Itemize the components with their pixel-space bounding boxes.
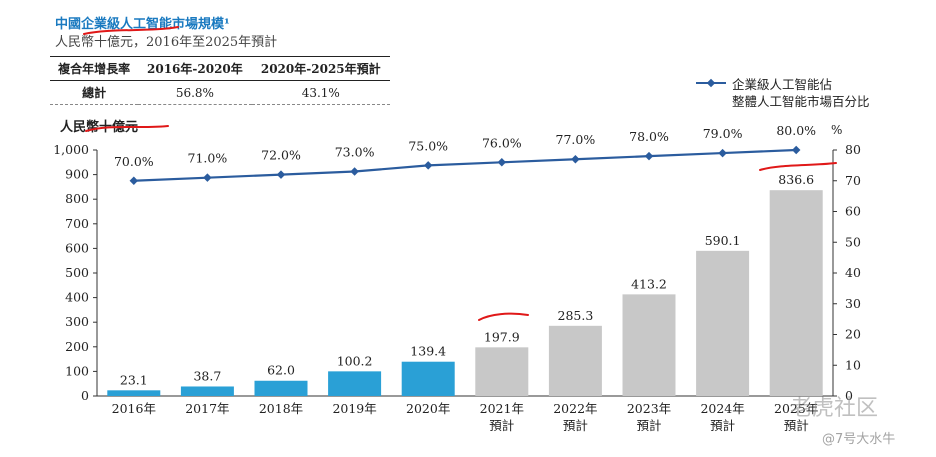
x-tick-label: 2025年 bbox=[774, 401, 818, 416]
x-tick-sublabel: 預計 bbox=[784, 418, 809, 433]
bar bbox=[401, 361, 455, 396]
cagr-header-row: 複合年增長率 2016年-2020年 2020年-2025年預計 bbox=[50, 56, 390, 81]
bar-value-label: 285.3 bbox=[558, 308, 594, 323]
chart-title: 中國企業級人工智能市場規模¹ bbox=[55, 17, 230, 32]
watermark-logo-text: 老虎社区 bbox=[790, 396, 879, 421]
x-tick-label: 2024年 bbox=[700, 401, 744, 416]
right-tick-label: 60 bbox=[845, 204, 861, 219]
x-tick-sublabel: 預計 bbox=[710, 418, 735, 433]
x-tick-label: 2023年 bbox=[627, 401, 671, 416]
line-value-label: 70.0% bbox=[114, 154, 154, 169]
left-tick-label: 200 bbox=[65, 339, 89, 354]
bar bbox=[254, 380, 308, 396]
bar-value-label: 836.6 bbox=[778, 172, 814, 187]
bar-value-label: 100.2 bbox=[337, 353, 373, 368]
bar bbox=[475, 347, 529, 396]
legend-line-marker bbox=[696, 78, 726, 88]
right-tick-label: 70 bbox=[845, 173, 861, 188]
left-tick-label: 100 bbox=[65, 363, 89, 378]
line-point bbox=[129, 176, 139, 185]
bar bbox=[696, 250, 750, 396]
left-tick-label: 1,000 bbox=[53, 142, 89, 157]
right-axis-unit: % bbox=[831, 123, 842, 137]
chart-subtitle: 人民幣十億元，2016年至2025年預計 bbox=[55, 35, 278, 50]
line-value-label: 76.0% bbox=[482, 135, 522, 150]
right-tick-label: 0 bbox=[845, 388, 853, 403]
line-point bbox=[203, 173, 212, 182]
line-point bbox=[791, 145, 801, 155]
right-tick-label: 40 bbox=[845, 265, 861, 280]
x-tick-label: 2016年 bbox=[112, 401, 156, 416]
right-tick-label: 10 bbox=[845, 357, 861, 372]
bar-value-label: 413.2 bbox=[631, 276, 667, 291]
bar bbox=[328, 371, 382, 396]
red-underline-annotation bbox=[85, 125, 169, 132]
left-tick-label: 0 bbox=[81, 388, 89, 403]
cagr-value-2: 43.1% bbox=[251, 80, 390, 105]
left-tick-label: 700 bbox=[65, 216, 89, 231]
cagr-header-label: 複合年增長率 bbox=[50, 56, 139, 81]
x-tick-label: 2017年 bbox=[185, 401, 229, 416]
bar bbox=[548, 325, 602, 396]
line-point bbox=[350, 167, 359, 176]
right-tick-label: 80 bbox=[845, 142, 861, 157]
bar-value-label: 590.1 bbox=[705, 233, 741, 248]
line-point bbox=[276, 170, 286, 179]
cagr-total-row: 總計 56.8% 43.1% bbox=[50, 80, 390, 105]
line-point bbox=[571, 154, 580, 164]
cagr-header-period-2: 2020年-2025年預計 bbox=[251, 56, 390, 81]
legend: 企業級人工智能佔 整體人工智能市場百分比 bbox=[696, 76, 870, 110]
bar bbox=[622, 294, 676, 396]
line-value-label: 78.0% bbox=[629, 129, 669, 144]
red-underline-annotation bbox=[478, 312, 529, 321]
line-value-label: 73.0% bbox=[335, 145, 375, 160]
bar-value-label: 62.0 bbox=[267, 363, 295, 378]
line-value-label: 75.0% bbox=[408, 138, 448, 153]
red-underline-annotation bbox=[759, 162, 837, 171]
right-tick-label: 50 bbox=[845, 234, 861, 249]
left-tick-label: 900 bbox=[65, 167, 89, 182]
x-tick-label: 2019年 bbox=[332, 401, 376, 416]
cagr-header-period-1: 2016年-2020年 bbox=[138, 56, 252, 81]
red-underline-annotation bbox=[83, 26, 179, 35]
x-tick-sublabel: 預計 bbox=[563, 418, 588, 433]
bar bbox=[769, 190, 823, 396]
line-value-label: 71.0% bbox=[188, 151, 228, 166]
bar bbox=[180, 386, 234, 396]
bar-value-label: 139.4 bbox=[410, 344, 446, 359]
watermark-handle: @7号大水牛 bbox=[822, 432, 896, 447]
x-tick-sublabel: 預計 bbox=[636, 418, 661, 433]
left-tick-label: 800 bbox=[65, 191, 89, 206]
line-value-label: 72.0% bbox=[261, 148, 301, 163]
left-tick-label: 500 bbox=[65, 265, 89, 280]
x-tick-label: 2018年 bbox=[259, 401, 303, 416]
right-tick-label: 20 bbox=[845, 327, 861, 342]
left-tick-label: 400 bbox=[65, 290, 89, 305]
bar-value-label: 197.9 bbox=[484, 329, 520, 344]
percentage-line bbox=[133, 148, 797, 182]
legend-label-line2: 整體人工智能市場百分比 bbox=[732, 94, 870, 109]
line-value-label: 79.0% bbox=[703, 126, 743, 141]
left-tick-label: 300 bbox=[65, 314, 89, 329]
line-point bbox=[423, 161, 433, 170]
line-value-label: 77.0% bbox=[556, 132, 596, 147]
x-tick-label: 2020年 bbox=[406, 401, 450, 416]
line-point bbox=[497, 158, 507, 167]
line-point bbox=[718, 148, 727, 158]
bar-value-label: 38.7 bbox=[193, 368, 221, 383]
bar bbox=[107, 390, 161, 396]
x-tick-sublabel: 預計 bbox=[489, 418, 514, 433]
right-tick-label: 30 bbox=[845, 296, 861, 311]
left-tick-label: 600 bbox=[65, 240, 89, 255]
legend-label-line1: 企業級人工智能佔 bbox=[732, 77, 833, 92]
line-value-label: 80.0% bbox=[776, 123, 816, 138]
bar-value-label: 23.1 bbox=[120, 372, 148, 387]
cagr-table: 複合年增長率 2016年-2020年 2020年-2025年預計 總計 56.8… bbox=[50, 56, 390, 105]
line-point bbox=[644, 151, 654, 161]
x-tick-label: 2021年 bbox=[480, 401, 524, 416]
x-tick-label: 2022年 bbox=[553, 401, 597, 416]
cagr-row-label: 總計 bbox=[50, 80, 139, 105]
cagr-value-1: 56.8% bbox=[138, 80, 252, 105]
